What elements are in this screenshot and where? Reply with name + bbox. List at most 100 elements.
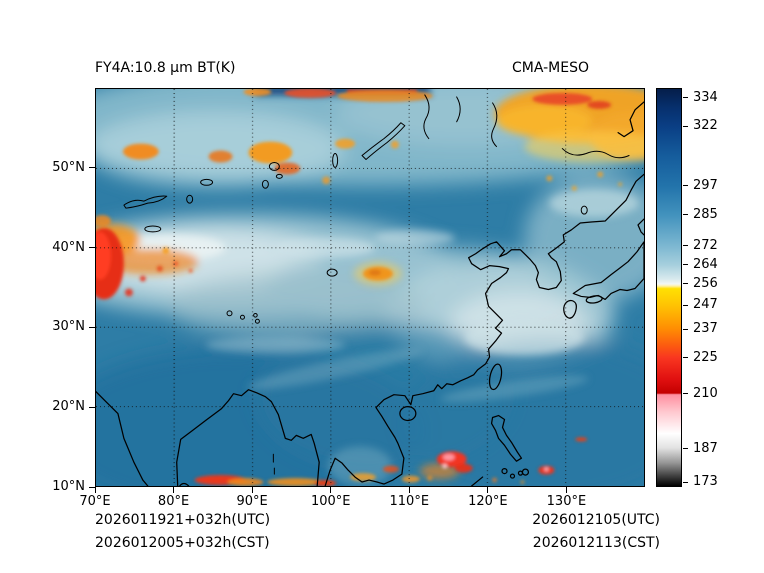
colorbar-tick-label: 173 — [693, 474, 718, 490]
satellite-bt-image — [96, 89, 644, 486]
coastline-hokkaido — [637, 218, 644, 236]
footer-valid-utc: 2026012105(UTC) — [532, 512, 660, 528]
colorbar-tick-mark — [683, 264, 688, 266]
lake-uvs — [268, 161, 280, 171]
lat-tick-mark — [89, 486, 95, 488]
bt-soft-fields — [96, 89, 644, 486]
lon-tick-label: 100°E — [310, 494, 351, 509]
colorbar-tick-mark — [683, 448, 688, 450]
coastline-indochina-china — [324, 173, 644, 486]
lon-tick-mark — [173, 487, 175, 493]
lake-khanka — [580, 205, 588, 215]
river-vitim — [491, 102, 498, 148]
coastline-srilanka — [179, 482, 190, 486]
river-lena-1 — [423, 94, 430, 140]
lake-alakol — [186, 194, 194, 204]
colorbar-tick-label: 256 — [693, 275, 718, 291]
lon-tick-mark — [94, 487, 96, 493]
lon-tick-label: 110°E — [389, 494, 430, 509]
lake-balkhash — [123, 195, 168, 209]
colorbar-tick-mark — [683, 328, 688, 330]
colorbar-tick-label: 272 — [693, 237, 718, 253]
island-visayas-2 — [509, 473, 516, 479]
lon-tick-label: 120°E — [468, 494, 508, 509]
colorbar-tick-label: 237 — [693, 321, 718, 337]
lake-tibet-3 — [253, 313, 258, 318]
lat-tick-mark — [89, 406, 95, 408]
lake-khyargas — [275, 173, 283, 179]
colorbar-tick-mark — [683, 214, 688, 216]
colorbar-tick-label: 334 — [693, 89, 718, 105]
island-samar — [521, 468, 530, 476]
lake-tibet-2 — [239, 314, 245, 320]
lat-tick-label: 10°N — [52, 479, 85, 494]
colorbar-tick-mark — [683, 125, 688, 127]
colorbar-tick-mark — [683, 357, 688, 359]
coastline-okhotsk — [617, 101, 644, 138]
lat-tick-mark — [89, 326, 95, 328]
lon-tick-label: 130°E — [546, 494, 587, 509]
lon-tick-label: 70°E — [79, 494, 111, 509]
colorbar-tick-mark — [683, 481, 688, 483]
plot-title: FY4A:10.8 μm BT(K) — [95, 60, 236, 76]
lake-harus — [261, 179, 269, 189]
lon-tick-mark — [251, 487, 253, 493]
footer-valid-cst: 2026012113(CST) — [532, 535, 660, 551]
colorbar-tick-mark — [683, 185, 688, 187]
coastline-kyushu — [563, 300, 577, 319]
colorbar-gradient — [657, 89, 681, 486]
coastline-taiwan — [488, 363, 503, 391]
colorbar-tick-label: 187 — [693, 440, 718, 456]
colorbar-tick-label: 225 — [693, 349, 718, 365]
coastline-hainan — [399, 405, 417, 422]
lon-tick-mark — [487, 487, 489, 493]
colorbar — [656, 88, 682, 487]
lake-namtso — [254, 318, 260, 324]
colorbar-tick-label: 247 — [693, 297, 718, 313]
colorbar-tick-mark — [683, 393, 688, 395]
colorbar-tick-label: 285 — [693, 206, 718, 222]
lake-issykkul — [144, 225, 162, 233]
lon-tick-mark — [408, 487, 410, 493]
lat-tick-label: 50°N — [52, 159, 85, 175]
lon-tick-label: 90°E — [236, 494, 268, 509]
map-area — [95, 88, 645, 487]
bt-cold-cloud-cores — [96, 89, 623, 486]
colorbar-tick-mark — [683, 97, 688, 99]
model-label: CMA-MESO — [512, 60, 590, 76]
islands-andaman — [272, 453, 275, 475]
colorbar-tick-mark — [683, 245, 688, 247]
footer-run-utc: 2026011921+032h(UTC) — [95, 512, 271, 528]
coastlines — [96, 94, 644, 486]
lake-khovsgol — [332, 153, 339, 168]
coastline-india-west — [96, 391, 149, 486]
colorbar-tick-label: 322 — [693, 118, 718, 134]
lon-tick-label: 80°E — [157, 494, 190, 509]
lon-tick-mark — [565, 487, 567, 493]
lat-tick-label: 40°N — [52, 239, 85, 255]
river-amur — [561, 148, 630, 159]
colorbar-tick-label: 210 — [693, 385, 718, 401]
colorbar-tick-label: 264 — [693, 256, 718, 272]
river-lena-2 — [456, 96, 461, 123]
island-palawan — [471, 476, 484, 486]
grid-lines — [96, 89, 644, 486]
lake-tibet-1 — [226, 310, 233, 317]
colorbar-tick-label: 297 — [693, 177, 718, 193]
lake-zaysan — [200, 178, 214, 186]
lat-tick-label: 20°N — [52, 399, 85, 415]
island-visayas-1 — [501, 468, 508, 475]
lake-qinghai — [326, 268, 338, 277]
colorbar-tick-mark — [683, 283, 688, 285]
lat-tick-label: 30°N — [52, 319, 85, 335]
coastline-luzon — [490, 414, 523, 462]
colorbar-tick-mark — [683, 304, 688, 306]
lat-tick-mark — [89, 167, 95, 169]
lon-tick-mark — [330, 487, 332, 493]
lake-baikal — [361, 122, 406, 160]
footer-run-cst: 2026012005+032h(CST) — [95, 535, 270, 551]
coastline-mainland — [176, 389, 320, 486]
coastline-honshu — [572, 241, 644, 301]
lat-tick-mark — [89, 247, 95, 249]
